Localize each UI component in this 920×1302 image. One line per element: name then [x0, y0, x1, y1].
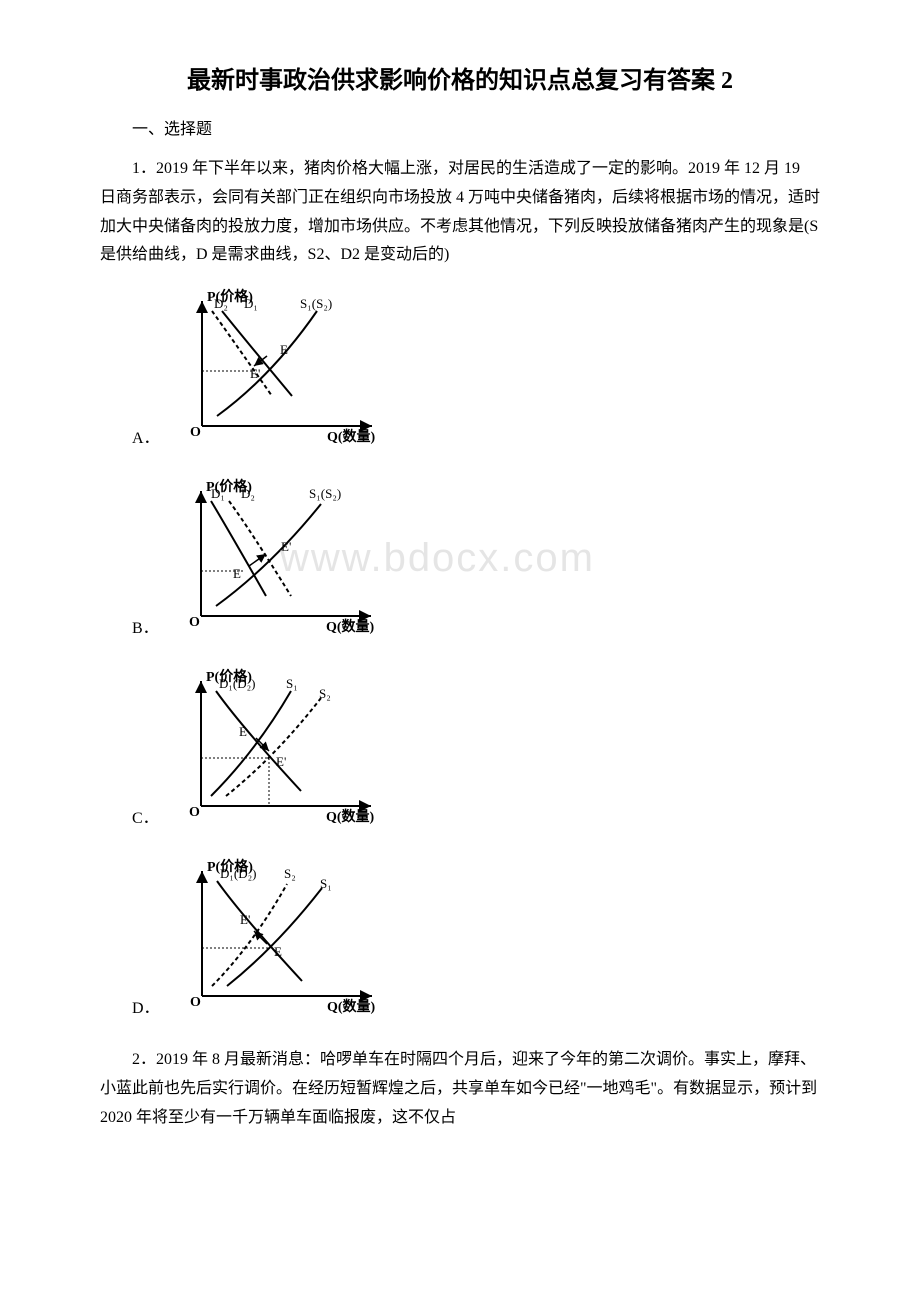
- svg-text:E: E: [280, 342, 288, 357]
- option-c-row: C． O P(价格) Q(数量) D₁(D₂) S₁ S₂ E E': [100, 666, 820, 836]
- svg-text:S₁(S₂): S₁(S₂): [300, 296, 332, 311]
- question-2-number: 2．: [132, 1051, 156, 1068]
- svg-text:D₁(D₂): D₁(D₂): [220, 866, 257, 881]
- svg-text:D₂: D₂: [214, 296, 228, 311]
- option-c-label: C．: [132, 804, 159, 836]
- option-b-label: B．: [132, 614, 159, 646]
- option-d-chart: O P(价格) Q(数量) D₁(D₂) S₂ S₁ E E': [172, 856, 392, 1026]
- question-1-text: 2019 年下半年以来，猪肉价格大幅上涨，对居民的生活造成了一定的影响。2019…: [100, 160, 820, 263]
- section-header: 一、选择题: [100, 115, 820, 139]
- svg-text:Q(数量): Q(数量): [327, 428, 376, 445]
- svg-text:E': E': [276, 754, 286, 769]
- svg-text:S₁: S₁: [320, 876, 332, 891]
- svg-text:E': E': [281, 539, 291, 554]
- option-d-label: D．: [132, 994, 160, 1026]
- question-1: 1．2019 年下半年以来，猪肉价格大幅上涨，对居民的生活造成了一定的影响。20…: [100, 155, 820, 270]
- page-title: 最新时事政治供求影响价格的知识点总复习有答案 2: [100, 60, 820, 95]
- svg-text:S₁(S₂): S₁(S₂): [309, 486, 341, 501]
- option-a-chart: O P(价格) Q(数量) D₁ D₂ S₁(S₂) E E': [172, 286, 392, 456]
- option-d-row: D． O P(价格) Q(数量) D₁(D₂) S₂ S₁ E E': [100, 856, 820, 1026]
- svg-text:O: O: [189, 615, 200, 630]
- question-2-text: 2019 年 8 月最新消息：哈啰单车在时隔四个月后，迎来了今年的第二次调价。事…: [100, 1051, 817, 1126]
- svg-text:D₁(D₂): D₁(D₂): [219, 676, 256, 691]
- svg-text:S₂: S₂: [284, 866, 296, 881]
- svg-text:Q(数量): Q(数量): [326, 618, 375, 635]
- svg-text:S₁: S₁: [286, 676, 298, 691]
- question-1-number: 1．: [132, 160, 156, 177]
- svg-text:E': E': [240, 912, 250, 927]
- svg-text:O: O: [190, 995, 201, 1010]
- option-a-label: A．: [132, 424, 160, 456]
- svg-text:S₂: S₂: [319, 686, 331, 701]
- option-c-chart: O P(价格) Q(数量) D₁(D₂) S₁ S₂ E E': [171, 666, 391, 836]
- svg-text:D₁: D₁: [211, 486, 225, 501]
- svg-text:E: E: [239, 724, 247, 739]
- option-a-row: A． O P(价格) Q(数量) D₁ D₂ S₁(S₂) E E': [100, 286, 820, 456]
- svg-text:O: O: [190, 425, 201, 440]
- svg-text:D₁: D₁: [244, 296, 258, 311]
- option-b-chart: O P(价格) Q(数量) D₁ D₂ S₁(S₂) E E': [171, 476, 391, 646]
- option-b-row: B． O P(价格) Q(数量) D₁ D₂ S₁(S₂) E E': [100, 476, 820, 646]
- svg-text:E': E': [250, 366, 260, 381]
- svg-text:D₂: D₂: [241, 486, 255, 501]
- svg-text:E: E: [274, 944, 282, 959]
- svg-text:E: E: [233, 566, 241, 581]
- svg-text:O: O: [189, 805, 200, 820]
- svg-text:Q(数量): Q(数量): [327, 998, 376, 1015]
- svg-text:Q(数量): Q(数量): [326, 808, 375, 825]
- question-2: 2．2019 年 8 月最新消息：哈啰单车在时隔四个月后，迎来了今年的第二次调价…: [100, 1046, 820, 1132]
